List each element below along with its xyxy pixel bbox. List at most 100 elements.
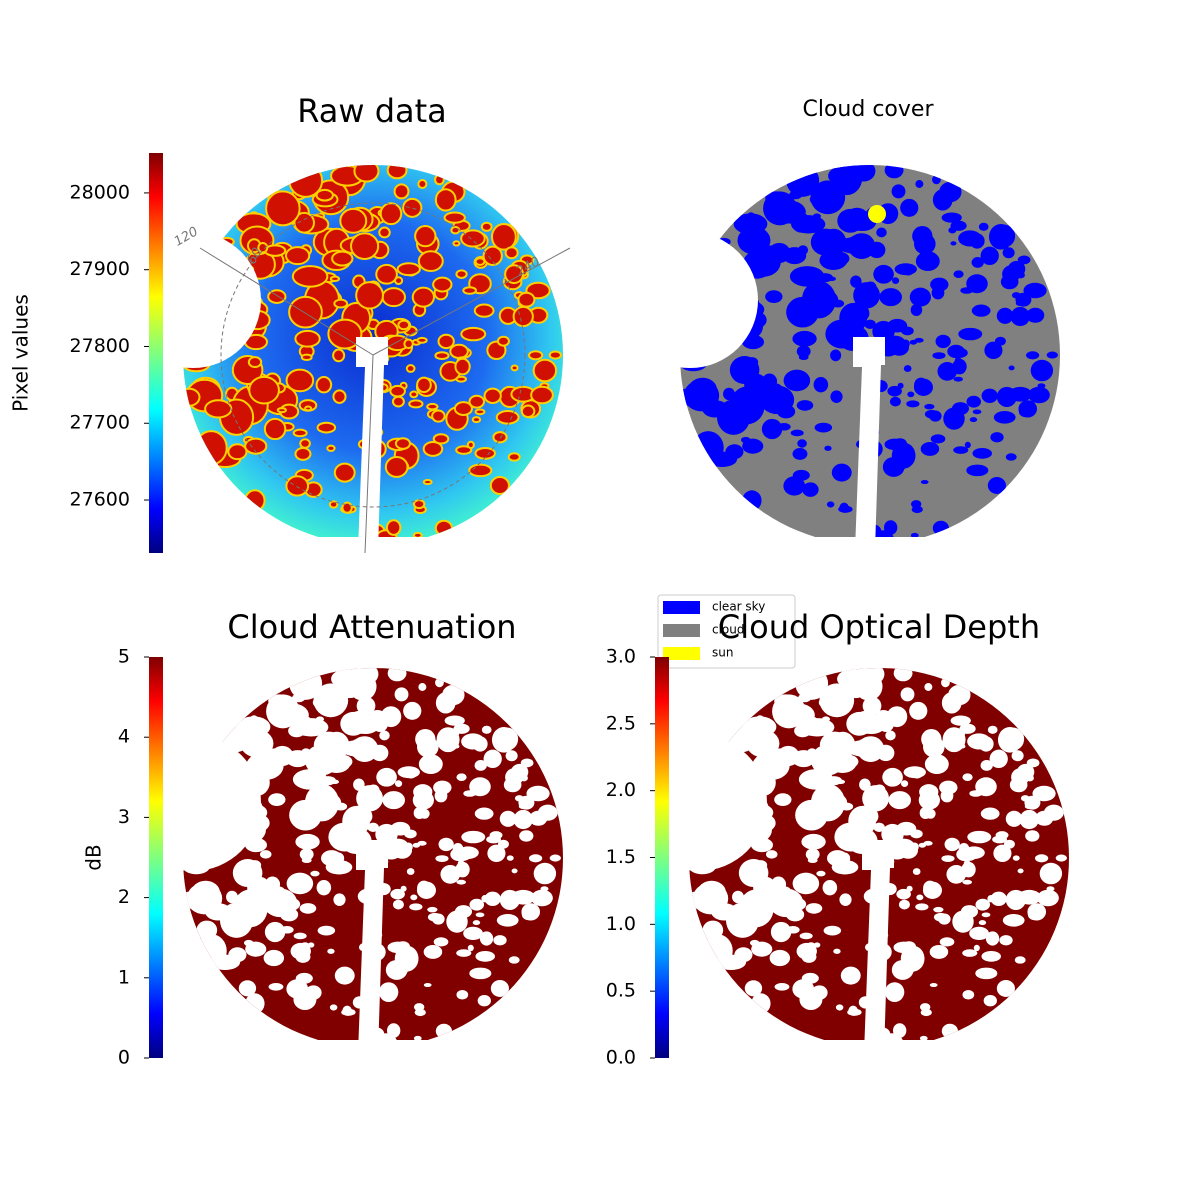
cloud-blob <box>1019 809 1039 830</box>
cloud-blob <box>455 269 468 279</box>
cloud-blob <box>857 736 885 762</box>
cloud-blob <box>508 956 520 964</box>
cloud-blob <box>435 678 444 688</box>
cloud-blob <box>764 745 774 756</box>
cloud-blob <box>293 932 307 940</box>
cloud-blob <box>468 463 493 478</box>
cloud-blob <box>329 275 341 282</box>
cloud-blob <box>304 405 313 412</box>
cloud-blob <box>248 375 280 405</box>
cloud-blob <box>972 447 992 459</box>
cloud-blob <box>981 912 991 918</box>
cloud-blob <box>247 742 261 756</box>
cloud-blob <box>497 839 509 849</box>
cloud-blob <box>734 947 753 963</box>
cloud-blob <box>423 983 432 988</box>
cloud-blob <box>417 179 428 189</box>
cloud-blob <box>228 947 247 963</box>
cloud-blob <box>422 479 433 486</box>
cloud-blob <box>972 409 982 415</box>
cloud-blob <box>929 983 938 988</box>
mask-pole <box>862 840 894 1053</box>
cloud-blob <box>327 948 335 954</box>
cloud-blob <box>395 941 410 952</box>
sun-mask <box>372 716 388 732</box>
cloud-blob <box>924 683 933 691</box>
cloud-blob <box>510 364 519 372</box>
cloud-blob <box>295 833 320 850</box>
cloud-blob <box>1023 282 1047 299</box>
cloud-blob <box>504 246 519 260</box>
cloud-blob <box>394 437 411 450</box>
cloud-blob <box>898 899 910 910</box>
cloud-blob <box>786 296 819 328</box>
cloud-blob <box>427 906 438 913</box>
cloud-blob <box>772 694 806 729</box>
cloud-blob <box>916 894 924 901</box>
cloud-blob <box>961 861 976 878</box>
cloud-blob <box>386 1023 401 1038</box>
cloud-blob <box>930 434 946 444</box>
cloud-blob <box>827 850 849 867</box>
cloud-blob <box>923 840 933 846</box>
cloud-blob <box>745 357 759 368</box>
cloud-blob <box>925 808 936 819</box>
cloud-blob <box>472 920 481 926</box>
cloud-blob <box>836 779 846 784</box>
cloud-blob <box>975 967 998 980</box>
cloud-blob <box>981 761 991 768</box>
colorbar-gradient <box>655 657 669 1058</box>
cloud-blob <box>891 184 906 199</box>
polar-label: 60 <box>244 245 265 267</box>
cloud-blob <box>330 779 340 784</box>
cloud-blob <box>910 532 919 538</box>
cloud-blob <box>893 668 913 682</box>
cloud-blob <box>403 701 422 720</box>
cloud-blob <box>288 165 324 198</box>
colorbar-tick-label: 0.0 <box>606 1047 636 1069</box>
cloud-blob <box>329 1004 338 1011</box>
cloud-blob <box>811 744 844 776</box>
cloud-blob <box>753 742 767 756</box>
cloud-blob <box>415 729 436 750</box>
cloud-blob <box>915 903 929 911</box>
cloud-blob <box>950 241 957 246</box>
cloud-blob <box>900 687 915 702</box>
cloud-blob <box>751 837 774 853</box>
cloud-blob <box>376 767 397 787</box>
cloud-blob <box>960 905 978 918</box>
cloud-blob <box>195 934 227 968</box>
cloud-blob <box>416 336 428 344</box>
cloud-blob <box>379 202 403 226</box>
cloud-blob <box>953 376 963 382</box>
cloud-blob <box>398 823 410 833</box>
cloud-blob <box>528 854 543 863</box>
cloud-blob <box>467 944 474 952</box>
cloud-blob <box>434 351 450 360</box>
cloud-blob <box>702 400 729 418</box>
cloud-blob <box>751 993 771 1014</box>
cloud-blob <box>953 446 969 454</box>
cloud-blob <box>830 390 843 403</box>
cloud-blob <box>391 395 405 408</box>
polar-ring <box>220 202 526 508</box>
cloud-blob <box>333 462 356 483</box>
cloud-blob <box>962 879 972 885</box>
cloud-blob <box>285 368 315 393</box>
cloud-blob <box>351 736 379 762</box>
cloud-blob <box>507 452 521 462</box>
cloud-blob <box>969 790 983 797</box>
cloud-blob <box>204 399 233 419</box>
cloud-blob <box>774 408 783 413</box>
cloud-blob <box>334 802 348 811</box>
cloud-blob <box>286 872 314 895</box>
cloud-blob <box>909 287 931 307</box>
cloud-blob <box>840 802 854 811</box>
cloud-blob <box>474 446 496 460</box>
cloud-blob <box>973 944 980 952</box>
cloud-blob <box>770 748 792 759</box>
cloud-blob <box>276 407 287 414</box>
cloud-blob <box>417 250 444 273</box>
cloud-blob <box>919 784 939 800</box>
cloud-blob <box>263 949 285 967</box>
